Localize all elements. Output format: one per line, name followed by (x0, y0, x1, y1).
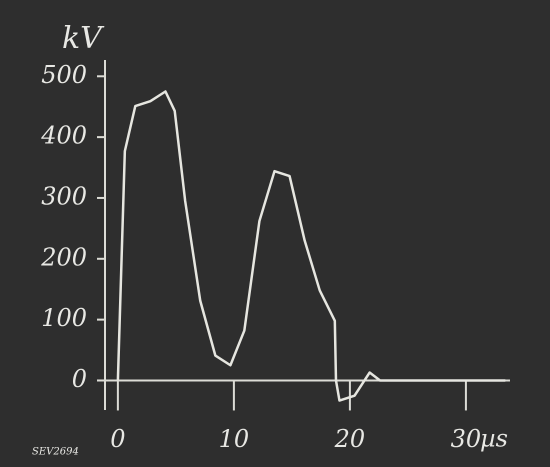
y-tick-label: 300 (41, 182, 87, 210)
y-tick-label: 0 (72, 365, 87, 393)
x-tick-label: 30 (451, 425, 482, 453)
x-tick-label: 0 (110, 425, 125, 453)
y-axis-label: kV (62, 21, 105, 56)
y-tick-label: 200 (40, 243, 87, 271)
x-tick-label: 10 (219, 425, 250, 453)
y-tick-label: 400 (40, 122, 87, 150)
waveform (116, 90, 506, 402)
y-tick-label: 100 (41, 304, 87, 332)
x-axis-label: µs (480, 425, 508, 453)
y-tick-label: 500 (41, 61, 87, 89)
annotation: SEV2694 (32, 447, 79, 458)
x-tick-label: 20 (334, 425, 366, 453)
